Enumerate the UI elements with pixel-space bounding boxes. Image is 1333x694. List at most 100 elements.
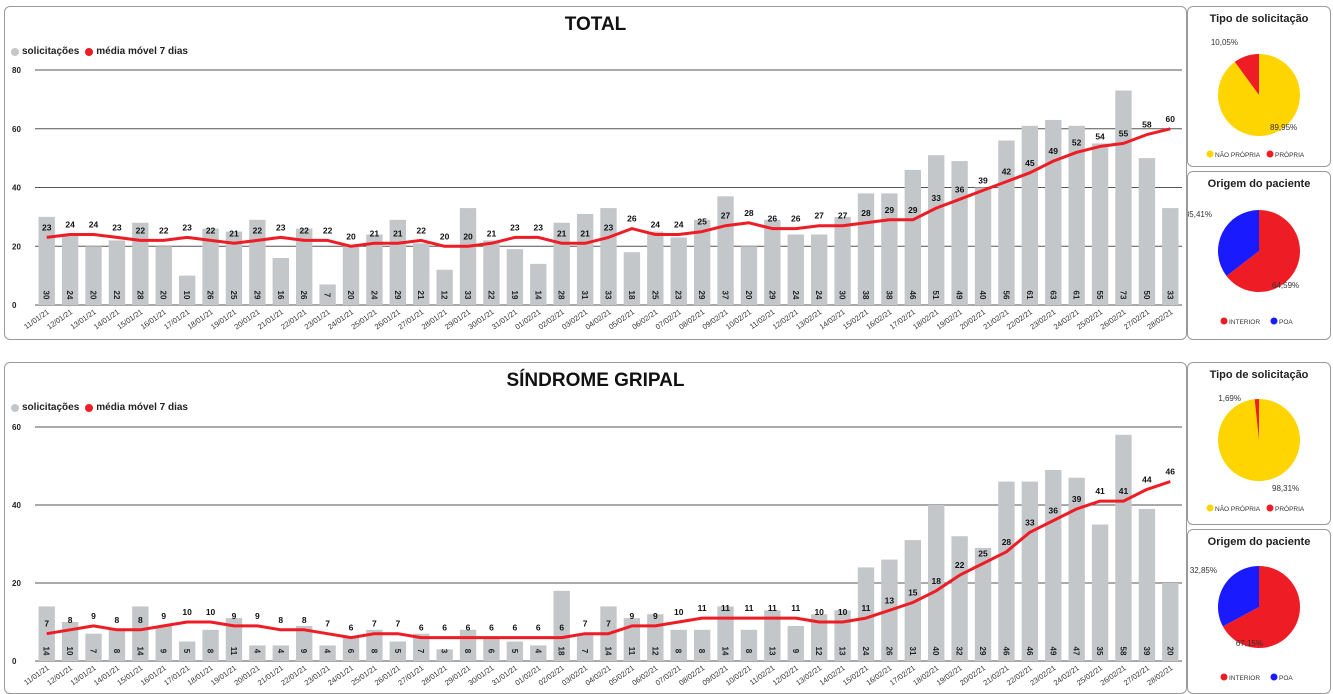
x-tick-label: 23/01/21 bbox=[303, 663, 332, 687]
moving-average-label: 21 bbox=[487, 228, 497, 238]
bar-value-label: 6 bbox=[486, 649, 495, 654]
x-tick-label: 28/02/21 bbox=[1145, 307, 1174, 331]
bar bbox=[951, 536, 968, 661]
x-tick-label: 02/02/21 bbox=[537, 307, 566, 331]
bar-value-label: 33 bbox=[1165, 291, 1174, 300]
pie-panel-tipo-total: Tipo de solicitação 89,95% 10,05% NÃO PRÓP… bbox=[1187, 6, 1331, 167]
moving-average-label: 13 bbox=[885, 595, 895, 605]
x-tick-label: 06/02/21 bbox=[630, 307, 659, 331]
bar-value-label: 9 bbox=[159, 649, 168, 654]
sindrome-legend: solicitações média móvel 7 dias bbox=[11, 402, 188, 413]
bar-value-label: 28 bbox=[135, 291, 144, 300]
moving-average-label: 21 bbox=[580, 228, 590, 238]
moving-average-label: 27 bbox=[814, 211, 824, 221]
x-tick-label: 28/01/21 bbox=[420, 663, 449, 687]
bar-value-label: 29 bbox=[393, 291, 402, 300]
x-tick-label: 12/01/21 bbox=[45, 663, 74, 687]
moving-average-label: 9 bbox=[232, 611, 237, 621]
bar bbox=[38, 216, 55, 305]
moving-average-label: 6 bbox=[559, 623, 564, 633]
bar-value-label: 11 bbox=[229, 647, 238, 656]
moving-average-label: 10 bbox=[182, 607, 192, 617]
moving-average-label: 8 bbox=[278, 615, 283, 625]
moving-average-label: 7 bbox=[606, 619, 611, 629]
x-tick-label: 13/01/21 bbox=[69, 307, 98, 331]
x-tick-label: 20/01/21 bbox=[232, 307, 261, 331]
bar bbox=[1115, 434, 1132, 661]
pie-slice bbox=[1218, 53, 1301, 136]
moving-average-label: 54 bbox=[1095, 131, 1105, 141]
x-tick-label: 08/02/21 bbox=[677, 307, 706, 331]
bar bbox=[249, 645, 266, 661]
pie-percent-label: 64,59% bbox=[1272, 281, 1299, 290]
moving-average-label: 24 bbox=[65, 220, 75, 230]
bar-value-label: 9 bbox=[299, 649, 308, 654]
moving-average-label: 7 bbox=[325, 619, 330, 629]
bar-value-label: 46 bbox=[1025, 647, 1034, 656]
x-tick-label: 28/01/21 bbox=[420, 307, 449, 331]
x-tick-label: 24/01/21 bbox=[326, 663, 355, 687]
bar-value-label: 38 bbox=[861, 291, 870, 300]
bar-value-label: 46 bbox=[908, 291, 917, 300]
pie-legend-label: NÃO PRÓPRIA bbox=[1215, 504, 1261, 513]
bar-value-label: 51 bbox=[931, 291, 940, 300]
bar bbox=[342, 246, 360, 305]
pie-legend-swatch bbox=[1206, 504, 1214, 512]
moving-average-label: 22 bbox=[253, 225, 263, 235]
y-tick-label: 40 bbox=[12, 501, 21, 510]
bar bbox=[553, 590, 570, 661]
x-tick-label: 05/02/21 bbox=[607, 663, 636, 687]
pie-percent-label: 98,31% bbox=[1272, 484, 1299, 493]
bar-value-label: 46 bbox=[1001, 647, 1010, 656]
x-tick-label: 22/01/21 bbox=[279, 663, 308, 687]
pie-percent-label: 67,15% bbox=[1236, 639, 1263, 648]
bar-value-label: 14 bbox=[721, 647, 730, 656]
legend-line-swatch bbox=[85, 403, 94, 412]
pie-legend-swatch bbox=[1266, 504, 1274, 512]
moving-average-label: 29 bbox=[908, 205, 918, 215]
bar bbox=[1045, 469, 1062, 661]
moving-average-label: 10 bbox=[838, 607, 848, 617]
pie-title: Tipo de solicitação bbox=[1209, 13, 1309, 25]
x-tick-label: 17/02/21 bbox=[888, 663, 917, 687]
bar-value-label: 5 bbox=[510, 649, 519, 654]
bar bbox=[459, 629, 477, 661]
bar-value-label: 33 bbox=[463, 291, 472, 300]
bar-value-label: 9 bbox=[791, 649, 800, 654]
moving-average-label: 23 bbox=[42, 222, 52, 232]
moving-average-label: 36 bbox=[1049, 506, 1059, 516]
x-tick-label: 13/02/21 bbox=[794, 663, 823, 687]
bar bbox=[740, 246, 758, 305]
bar-value-label: 22 bbox=[486, 291, 495, 300]
bar bbox=[61, 234, 79, 305]
x-tick-label: 04/02/21 bbox=[584, 663, 613, 687]
moving-average-label: 25 bbox=[697, 217, 707, 227]
pie-percent-label: 32,85% bbox=[1190, 566, 1217, 575]
x-tick-label: 20/02/21 bbox=[958, 663, 987, 687]
bar-value-label: 3 bbox=[440, 649, 449, 654]
bar bbox=[576, 633, 594, 661]
x-tick-label: 16/02/21 bbox=[864, 663, 893, 687]
bar-value-label: 24 bbox=[814, 291, 823, 300]
bar-value-label: 18 bbox=[627, 291, 636, 300]
bar bbox=[366, 629, 383, 661]
bar-value-label: 7 bbox=[416, 649, 425, 654]
bar bbox=[1115, 90, 1132, 305]
moving-average-label: 7 bbox=[44, 619, 49, 629]
bar-value-label: 14 bbox=[604, 647, 613, 656]
pie-chart-tipo-total: 89,95% 10,05% NÃO PRÓPRIA PRÓPRIA bbox=[1206, 38, 1305, 159]
bar bbox=[108, 240, 126, 305]
x-tick-label: 24/01/21 bbox=[326, 307, 355, 331]
x-tick-label: 16/01/21 bbox=[139, 663, 168, 687]
x-tick-label: 07/02/21 bbox=[654, 307, 683, 331]
bar-value-label: 4 bbox=[533, 649, 542, 654]
bar bbox=[576, 213, 594, 305]
legend-bar-swatch bbox=[11, 47, 19, 56]
moving-average-label: 44 bbox=[1142, 474, 1152, 484]
x-tick-label: 13/01/21 bbox=[69, 663, 98, 687]
legend-line-swatch bbox=[85, 47, 94, 56]
bar bbox=[1045, 119, 1062, 305]
x-tick-label: 06/02/21 bbox=[630, 663, 659, 687]
bar bbox=[787, 625, 804, 661]
moving-average-label: 7 bbox=[583, 619, 588, 629]
